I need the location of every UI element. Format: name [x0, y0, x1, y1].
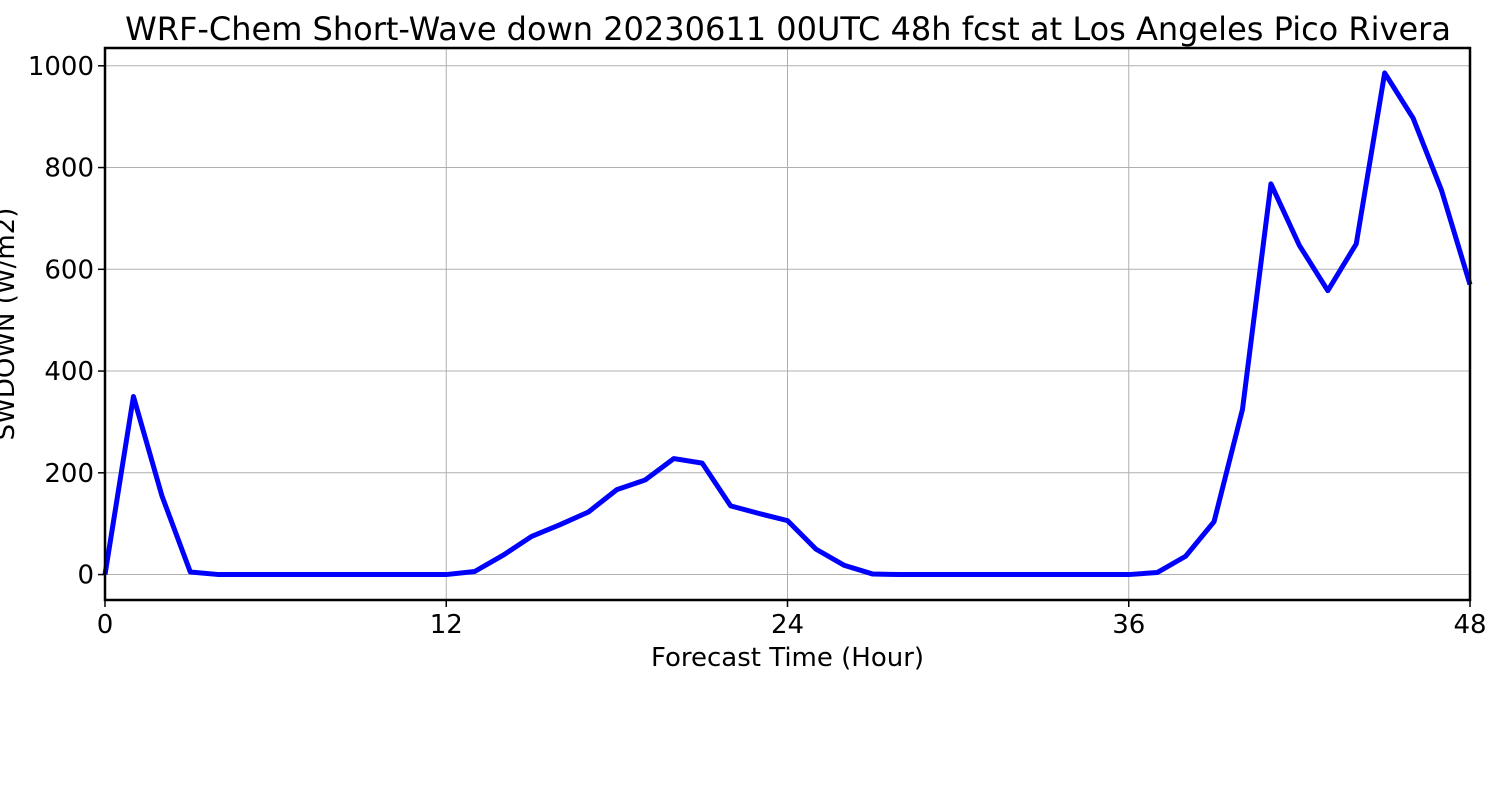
chart-title: WRF-Chem Short-Wave down 20230611 00UTC …	[125, 10, 1451, 48]
grid-lines	[104, 48, 1471, 600]
x-tick-label: 24	[771, 610, 804, 640]
y-tick-label: 800	[44, 154, 94, 184]
tick-group: 0 12 24 36 48 0 200 400 600 800 1000	[28, 52, 1487, 640]
x-axis-label: Forecast Time (Hour)	[651, 643, 924, 673]
x-tick-label: 12	[430, 610, 463, 640]
x-tick-label: 36	[1112, 610, 1145, 640]
y-tick-label: 400	[44, 357, 94, 387]
series-group	[102, 70, 1473, 578]
x-tick-label: 48	[1453, 610, 1486, 640]
x-tick-label: 0	[97, 610, 114, 640]
series-line	[102, 70, 1473, 578]
y-tick-label: 1000	[28, 52, 94, 82]
y-tick-label: 600	[44, 255, 94, 285]
y-tick-label: 200	[44, 459, 94, 489]
y-tick-label: 0	[77, 561, 94, 591]
y-axis-label: SWDOWN (W/m2)	[0, 208, 21, 441]
